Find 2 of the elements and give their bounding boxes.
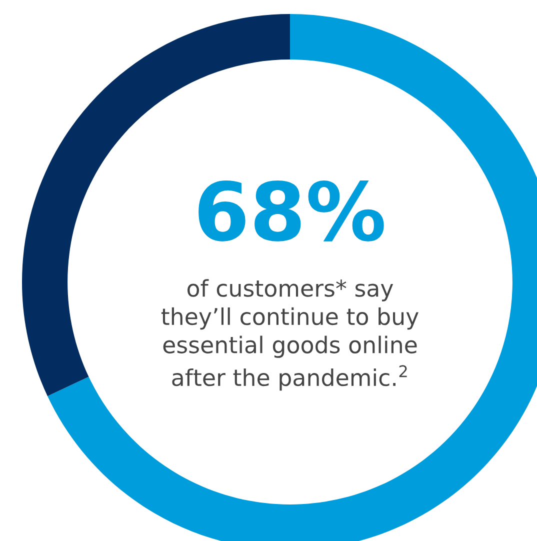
text: of customers* say they’ll continue to buy essential goods online after the pandemic.$^{2}$ xyxy=(161,279,418,391)
data-label: 68% xyxy=(198,180,384,242)
